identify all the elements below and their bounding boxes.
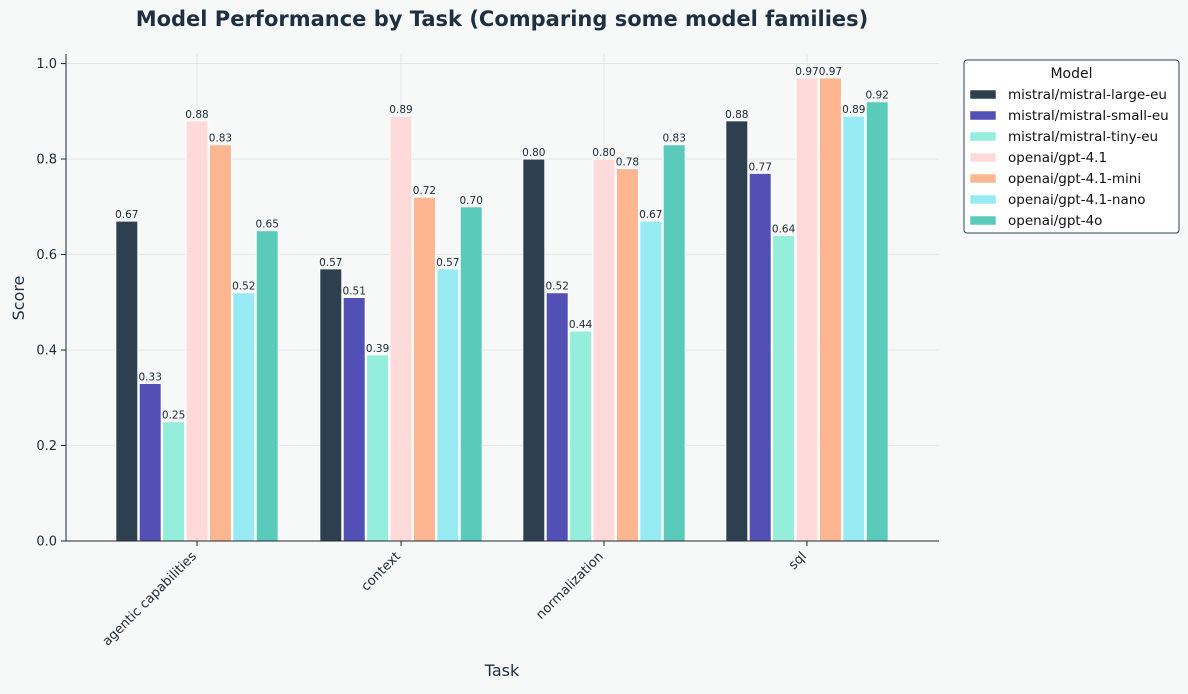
y-tick-label: 0.0 xyxy=(36,535,57,550)
y-tick-label: 0.2 xyxy=(36,439,57,454)
legend-swatch xyxy=(969,194,997,205)
x-axis-label: Task xyxy=(484,661,520,680)
x-tick-label: sql xyxy=(786,549,810,573)
legend-box xyxy=(963,59,1180,234)
bar xyxy=(366,354,390,542)
data-label: 0.52 xyxy=(546,281,569,293)
data-label: 0.33 xyxy=(139,371,162,383)
bar xyxy=(569,330,593,542)
bar xyxy=(795,77,819,542)
bar xyxy=(639,220,663,542)
data-label: 0.39 xyxy=(366,343,389,355)
bar xyxy=(342,297,366,542)
data-label: 0.88 xyxy=(725,109,748,121)
data-label: 0.67 xyxy=(639,209,662,221)
bar xyxy=(389,115,413,542)
data-label: 0.44 xyxy=(569,319,593,331)
data-label: 0.97 xyxy=(819,66,842,78)
data-label: 0.51 xyxy=(343,286,366,298)
y-tick-label: 1.0 xyxy=(36,57,57,72)
data-label: 0.92 xyxy=(866,90,889,102)
bar xyxy=(115,220,139,542)
legend-swatch xyxy=(969,215,997,226)
legend-entry-label: openai/gpt-4.1-mini xyxy=(1008,171,1141,187)
bar xyxy=(459,206,483,542)
data-label: 0.88 xyxy=(185,109,208,121)
bar xyxy=(412,196,436,542)
data-label: 0.97 xyxy=(795,66,818,78)
bar xyxy=(725,120,749,542)
bar xyxy=(522,158,546,542)
data-label: 0.78 xyxy=(616,157,639,169)
legend-entry-label: openai/gpt-4.1-nano xyxy=(1008,192,1146,208)
x-tick-label: context xyxy=(359,549,404,594)
legend-swatch xyxy=(969,152,997,163)
x-tick-label: agentic capabilities xyxy=(100,549,200,649)
data-label: 0.80 xyxy=(592,147,615,159)
data-label: 0.70 xyxy=(460,195,483,207)
data-label: 0.25 xyxy=(162,410,185,422)
data-label: 0.83 xyxy=(663,133,686,145)
chart-title: Model Performance by Task (Comparing som… xyxy=(136,7,869,31)
legend-title: Model xyxy=(1050,66,1092,82)
legend-entry-label: mistral/mistral-small-eu xyxy=(1008,108,1169,124)
bar xyxy=(748,172,772,542)
legend-entry-label: mistral/mistral-large-eu xyxy=(1008,87,1167,103)
legend-swatch xyxy=(969,173,997,184)
y-axis-label: Score xyxy=(9,276,28,321)
bar xyxy=(208,144,232,542)
legend-swatch xyxy=(969,89,997,100)
y-tick-label: 0.8 xyxy=(36,153,57,168)
data-label: 0.80 xyxy=(522,147,545,159)
bar xyxy=(615,168,639,542)
bar xyxy=(232,292,256,542)
data-label: 0.64 xyxy=(772,223,796,235)
data-label: 0.57 xyxy=(319,257,342,269)
data-label: 0.83 xyxy=(209,133,232,145)
legend-entry-label: mistral/mistral-tiny-eu xyxy=(1008,129,1158,145)
legend-entry-label: openai/gpt-4o xyxy=(1008,213,1102,229)
bar xyxy=(772,234,796,542)
bar xyxy=(185,120,209,542)
data-label: 0.72 xyxy=(413,185,436,197)
bar xyxy=(138,382,162,542)
data-label: 0.52 xyxy=(232,281,255,293)
data-label: 0.77 xyxy=(749,161,772,173)
bar xyxy=(662,144,686,542)
bar xyxy=(436,268,460,542)
bar xyxy=(865,101,889,542)
bar xyxy=(545,292,569,542)
bar xyxy=(592,158,616,542)
legend-swatch xyxy=(969,131,997,142)
y-tick-label: 0.6 xyxy=(36,248,57,263)
data-label: 0.65 xyxy=(256,219,279,231)
bar xyxy=(842,115,866,542)
data-label: 0.89 xyxy=(389,104,412,116)
legend-entry-label: openai/gpt-4.1 xyxy=(1008,150,1107,166)
x-tick-label: normalization xyxy=(533,549,606,622)
y-tick-label: 0.4 xyxy=(36,344,57,359)
legend-swatch xyxy=(969,110,997,121)
data-label: 0.57 xyxy=(436,257,459,269)
bar xyxy=(818,77,842,542)
bar xyxy=(319,268,343,542)
bar xyxy=(255,230,279,542)
data-label: 0.89 xyxy=(842,104,865,116)
bar xyxy=(162,421,186,542)
data-label: 0.67 xyxy=(115,209,138,221)
